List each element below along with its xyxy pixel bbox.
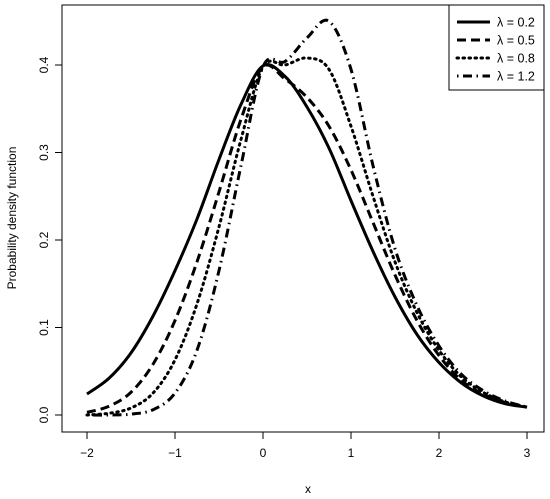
series-line-1 [86, 63, 528, 409]
y-tick-label: 0.3 [37, 144, 51, 161]
series-line-4 [86, 18, 528, 417]
x-tick-label: 0 [260, 446, 267, 460]
y-tick-label: 0.0 [37, 406, 51, 423]
x-tick-label: −1 [168, 446, 182, 460]
y-tick-label: 0.1 [37, 319, 51, 336]
series-lines [85, 18, 529, 417]
y-axis: 0.0 0.1 0.2 0.3 0.4 [37, 56, 63, 423]
y-tick-label: 0.2 [37, 231, 51, 248]
x-axis: −2 −1 0 1 2 3 [80, 431, 531, 460]
x-tick-label: −2 [80, 446, 94, 460]
x-tick-label: 3 [524, 446, 531, 460]
series-line-2 [86, 63, 528, 414]
series-line-3 [85, 56, 529, 417]
x-tick-label: 2 [436, 446, 443, 460]
legend-label-1: λ = 0.2 [497, 16, 535, 30]
y-axis-label: Probability density function [5, 147, 19, 290]
y-tick-label: 0.4 [37, 56, 51, 73]
x-tick-label: 1 [348, 446, 355, 460]
legend-label-3: λ = 0.8 [497, 52, 535, 66]
x-axis-label: x [305, 482, 311, 496]
legend-label-2: λ = 0.5 [497, 34, 535, 48]
legend-label-4: λ = 1.2 [497, 70, 535, 84]
legend: λ = 0.2 λ = 0.5 λ = 0.8 λ = 1.2 [448, 4, 545, 91]
